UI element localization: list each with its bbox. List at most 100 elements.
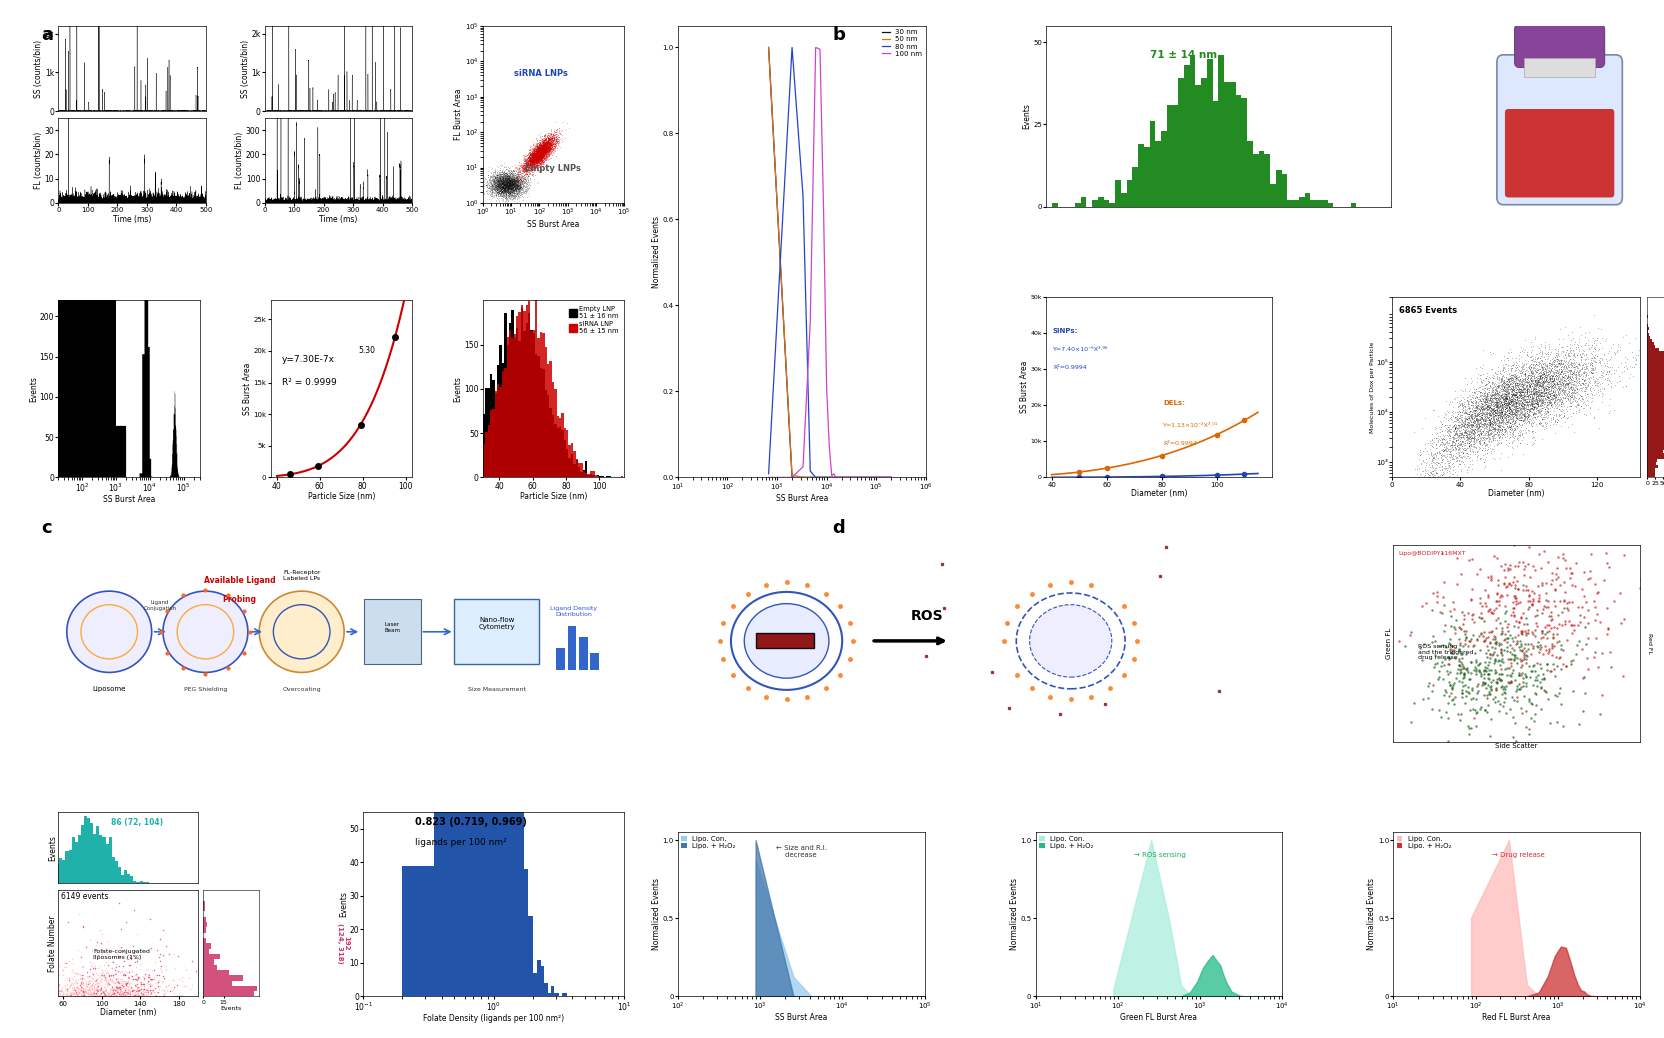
Point	[493, 186, 519, 202]
Point	[1468, 430, 1494, 446]
Point	[1423, 448, 1449, 465]
Point	[1504, 406, 1531, 422]
Point	[529, 137, 556, 154]
Point	[518, 153, 544, 169]
Point	[1521, 385, 1548, 402]
Point	[494, 169, 521, 186]
Point	[1529, 393, 1556, 410]
Point	[1419, 445, 1446, 462]
Point	[1469, 415, 1496, 432]
Point	[1494, 395, 1521, 412]
Point	[1521, 383, 1548, 400]
Point	[1428, 434, 1454, 450]
Point	[527, 147, 554, 164]
Point	[499, 171, 526, 188]
Point	[526, 163, 552, 180]
Point	[1528, 414, 1554, 431]
Point	[498, 172, 524, 189]
Point	[1498, 370, 1524, 386]
Point	[491, 190, 518, 207]
Point	[1459, 381, 1486, 398]
Point	[1493, 398, 1519, 414]
Point	[547, 122, 574, 139]
Point	[1489, 420, 1516, 437]
Point	[489, 183, 516, 199]
Point	[493, 167, 519, 184]
Point	[1461, 437, 1488, 454]
Point	[498, 180, 524, 196]
Point	[123, 959, 150, 976]
Point	[1489, 407, 1516, 424]
Point	[43, 980, 70, 996]
Point	[1473, 376, 1499, 392]
Point	[526, 136, 552, 153]
Point	[1448, 395, 1474, 412]
Point	[1529, 378, 1556, 394]
Point	[531, 151, 557, 167]
Point	[521, 146, 547, 163]
Point	[493, 170, 519, 187]
Point	[1536, 383, 1562, 400]
Point	[508, 182, 534, 198]
Point	[491, 170, 518, 187]
Point	[513, 147, 539, 164]
Point	[537, 135, 564, 152]
Point	[519, 146, 546, 163]
Point	[491, 180, 518, 196]
Point	[155, 947, 181, 963]
Point	[521, 152, 547, 168]
Point	[496, 173, 522, 190]
Point	[1453, 439, 1479, 456]
Point	[1514, 413, 1541, 430]
Point	[499, 180, 526, 196]
Point	[1519, 372, 1546, 388]
Point	[521, 158, 547, 174]
Point	[1503, 402, 1529, 418]
Point	[522, 159, 549, 175]
Point	[1534, 384, 1561, 401]
Point	[522, 146, 549, 163]
50 nm	[877, 471, 897, 484]
Point	[1496, 388, 1523, 405]
Point	[484, 182, 511, 198]
Point	[483, 169, 509, 186]
Point	[503, 183, 529, 199]
Point	[486, 172, 513, 189]
Point	[542, 130, 569, 146]
Point	[527, 139, 554, 156]
Point	[529, 147, 556, 164]
Point	[511, 161, 537, 177]
Point	[1544, 352, 1571, 368]
Point	[526, 143, 552, 160]
Point	[488, 179, 514, 195]
Point	[75, 985, 102, 1002]
Point	[529, 142, 556, 159]
Point	[483, 166, 509, 183]
Point	[508, 163, 534, 180]
Point	[498, 170, 524, 187]
Point	[489, 180, 516, 196]
Point	[1504, 430, 1531, 446]
Point	[504, 171, 531, 188]
Point	[488, 172, 514, 189]
Point	[1523, 678, 1549, 694]
Point	[1451, 421, 1478, 438]
Point	[1474, 696, 1501, 713]
Point	[488, 171, 514, 188]
Point	[494, 173, 521, 190]
Point	[1449, 664, 1476, 681]
Point	[1446, 646, 1473, 662]
Point	[516, 153, 542, 169]
Point	[1471, 410, 1498, 427]
Point	[95, 988, 121, 1005]
Point	[125, 983, 151, 1000]
Point	[1541, 372, 1567, 388]
Point	[55, 983, 82, 1000]
Point	[1556, 392, 1582, 409]
Point	[534, 133, 561, 149]
Point	[526, 142, 552, 159]
Point	[1519, 385, 1546, 402]
Point	[1488, 378, 1514, 394]
Point	[1433, 448, 1459, 465]
Point	[131, 965, 158, 982]
